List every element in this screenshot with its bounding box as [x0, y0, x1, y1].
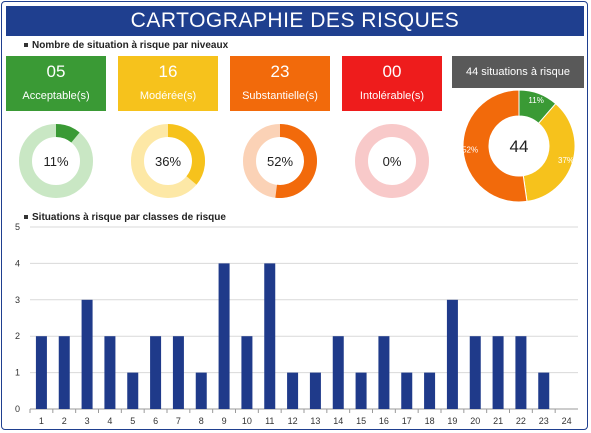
x-tick-label: 17 — [402, 416, 412, 426]
x-tick-label: 18 — [425, 416, 435, 426]
card-count: 23 — [270, 62, 290, 81]
x-tick-label: 3 — [85, 416, 90, 426]
level-donut: 36% — [131, 124, 205, 198]
bar — [241, 336, 253, 409]
x-tick-label: 11 — [265, 416, 274, 426]
x-tick-label: 9 — [222, 416, 227, 426]
bar — [218, 263, 230, 409]
card-label: Modérée(s) — [139, 90, 197, 102]
card-label: Acceptable(s) — [22, 90, 90, 102]
card-intolerable: 00 Intolérable(s) — [342, 56, 442, 111]
x-tick-label: 22 — [516, 416, 526, 426]
x-tick-label: 14 — [333, 416, 343, 426]
level-donut: 11% — [19, 124, 93, 198]
donut-slice — [56, 124, 80, 143]
bar — [378, 336, 390, 409]
x-tick-label: 20 — [470, 416, 480, 426]
x-tick-label: 16 — [379, 416, 389, 426]
card-acceptable: 05 Acceptable(s) — [6, 56, 106, 111]
bar — [469, 336, 481, 409]
donut-slice — [275, 124, 318, 199]
bar — [492, 336, 504, 409]
x-tick-label: 23 — [539, 416, 549, 426]
total-slice-label: 52% — [462, 145, 478, 154]
donut-percent-label: 0% — [383, 154, 402, 169]
total-slice-label: 11% — [528, 96, 543, 105]
level-donut: 52% — [243, 124, 318, 199]
bar — [401, 372, 413, 409]
x-tick-label: 21 — [493, 416, 503, 426]
level-donuts: 11% 36% 52% 0% 11% 37% 52% 44 — [19, 89, 576, 203]
bar — [355, 372, 367, 409]
card-count: 00 — [382, 62, 402, 81]
page-title: CARTOGRAPHIE DES RISQUES — [6, 6, 584, 36]
bar — [287, 372, 299, 409]
donut-percent-label: 52% — [267, 154, 293, 169]
y-tick-label: 3 — [15, 295, 20, 305]
bar — [150, 336, 162, 409]
donut-slice — [168, 124, 205, 185]
donut-percent-label: 36% — [155, 154, 181, 169]
donut-percent-label: 11% — [43, 154, 68, 169]
total-donut-slice — [522, 102, 576, 202]
bar — [35, 336, 47, 409]
donut-track — [355, 124, 429, 198]
y-tick-label: 2 — [15, 331, 20, 341]
bar — [332, 336, 344, 409]
x-tick-label: 6 — [153, 416, 158, 426]
x-tick-label: 19 — [447, 416, 457, 426]
total-donut: 11% 37% 52% 44 — [462, 89, 576, 203]
y-tick-label: 0 — [15, 404, 20, 414]
bar — [538, 372, 550, 409]
x-tick-label: 1 — [39, 416, 44, 426]
x-tick-label: 24 — [562, 416, 572, 426]
levels-heading: Nombre de situation à risque par niveaux — [24, 40, 228, 51]
x-tick-label: 4 — [107, 416, 112, 426]
x-tick-label: 10 — [242, 416, 252, 426]
y-tick-label: 5 — [15, 222, 20, 232]
classes-heading: Situations à risque par classes de risqu… — [24, 212, 226, 223]
bar — [515, 336, 527, 409]
total-donut-slice — [462, 89, 528, 203]
card-label: Substantielle(s) — [242, 90, 318, 102]
x-tick-label: 8 — [199, 416, 204, 426]
bar — [58, 336, 70, 409]
x-tick-label: 12 — [288, 416, 298, 426]
bar — [104, 336, 116, 409]
y-tick-label: 1 — [15, 368, 20, 378]
x-tick-label: 13 — [310, 416, 320, 426]
bar — [127, 372, 139, 409]
x-tick-label: 5 — [130, 416, 135, 426]
bar — [172, 336, 184, 409]
levels-heading-text: Nombre de situation à risque par niveaux — [32, 40, 229, 51]
total-slice-label: 37% — [558, 156, 574, 165]
card-count: 16 — [158, 62, 178, 81]
card-count: 05 — [46, 62, 66, 81]
card-substantielle: 23 Substantielle(s) — [230, 56, 330, 111]
bar — [309, 372, 321, 409]
y-tick-label: 4 — [15, 258, 20, 268]
level-donut: 0% — [355, 124, 429, 198]
card-moderee: 16 Modérée(s) — [118, 56, 218, 111]
chart-title: Situations à risque par classes de risqu… — [32, 212, 226, 223]
bar — [424, 372, 436, 409]
total-donut-center: 44 — [510, 137, 529, 156]
bar — [195, 372, 207, 409]
bar — [264, 263, 276, 409]
x-tick-label: 2 — [62, 416, 67, 426]
bar — [81, 299, 93, 409]
x-tick-label: 15 — [356, 416, 366, 426]
bar — [446, 299, 458, 409]
x-tick-label: 7 — [176, 416, 181, 426]
total-situations-badge: 44 situations à risque — [452, 56, 584, 88]
card-label: Intolérable(s) — [359, 90, 425, 102]
